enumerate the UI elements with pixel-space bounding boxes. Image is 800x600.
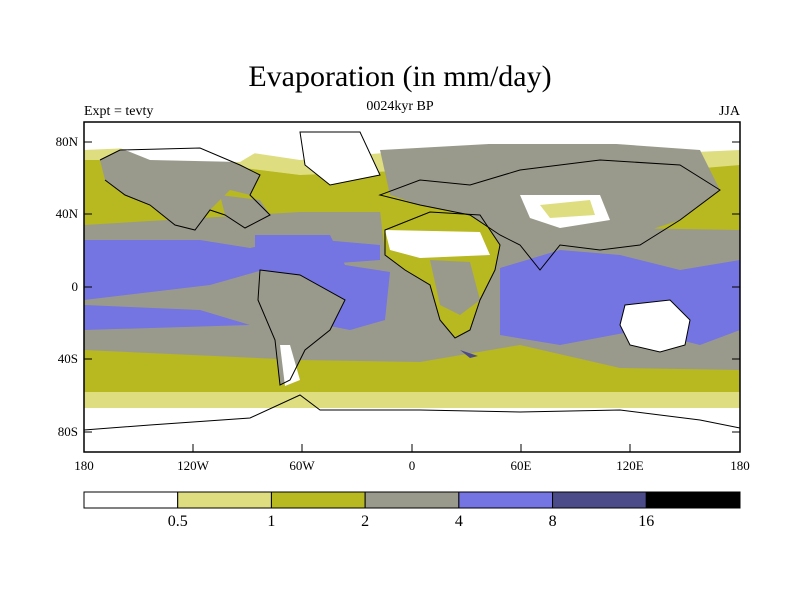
coast-greenland	[299, 131, 381, 186]
lon-axis: 180 120W 60W 0 60E 120E 180	[74, 444, 750, 473]
greenland	[300, 132, 380, 185]
colorbar-swatch	[270, 491, 366, 509]
coast-antarctica	[84, 394, 740, 431]
experiment-label: Expt = tevty	[84, 104, 154, 119]
colorbar-swatch	[645, 491, 741, 509]
map-subtitle: 0024kyr BP	[366, 99, 434, 114]
australia	[620, 300, 690, 352]
colorbar-swatch	[177, 491, 272, 509]
coast-africa	[384, 211, 501, 339]
lon-tick-label: 120W	[177, 458, 210, 473]
north-america	[100, 148, 260, 230]
atlantic-blue-band	[255, 235, 390, 330]
eurasia	[380, 140, 720, 245]
arctic-canada	[120, 140, 260, 162]
tibet-light	[540, 200, 595, 218]
lon-tick-label: 120E	[616, 458, 644, 473]
map-title: Evaporation (in mm/day)	[248, 60, 552, 93]
colorbar-swatch	[458, 491, 554, 509]
coast-south-america	[257, 269, 346, 386]
colorbar: 0.5 1 2 4 8 16	[83, 491, 741, 530]
coast-eurasia	[378, 159, 721, 271]
arctic-ocean	[84, 122, 740, 144]
lat-axis: 80N 40N 0 40S 80S	[56, 134, 740, 439]
south-america	[258, 270, 345, 385]
colorbar-level-label: 4	[455, 513, 463, 530]
lat-tick-label: 0	[72, 279, 79, 294]
lon-tick-label: 60E	[511, 458, 532, 473]
evaporation-field	[84, 122, 740, 452]
patagonia-low	[280, 345, 300, 386]
colorbar-swatch	[552, 491, 647, 509]
lon-tick-label: 180	[730, 458, 750, 473]
lat-tick-label: 40S	[58, 351, 78, 366]
colorbar-level-label: 16	[638, 513, 654, 530]
lat-tick-label: 40N	[56, 206, 79, 221]
season-label: JJA	[718, 104, 740, 119]
colorbar-level-label: 1	[267, 513, 275, 530]
coast-north-america	[99, 147, 271, 231]
colorbar-level-label: 2	[361, 513, 369, 530]
sahara	[385, 230, 490, 258]
colorbar-level-label: 8	[549, 513, 557, 530]
central-africa	[430, 260, 480, 315]
dark-blue-patch	[460, 350, 478, 358]
lat-tick-label: 80S	[58, 424, 78, 439]
colorbar-level-label: 0.5	[168, 513, 188, 530]
lon-tick-label: 180	[74, 458, 94, 473]
lat-tick-label: 80N	[56, 134, 79, 149]
colorbar-swatch	[83, 491, 179, 509]
lon-tick-label: 60W	[289, 458, 315, 473]
coast-australia	[619, 299, 691, 353]
coastlines	[84, 131, 740, 431]
south-pacific-blue-band	[84, 305, 250, 330]
colorbar-swatch	[364, 491, 460, 509]
lon-tick-label: 0	[409, 458, 416, 473]
